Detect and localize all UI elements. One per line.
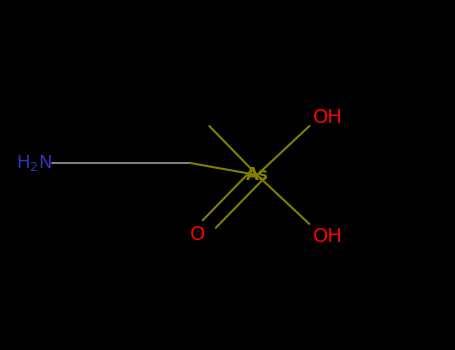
Text: H$_2$N: H$_2$N: [16, 153, 52, 173]
Text: OH: OH: [313, 108, 343, 127]
Text: OH: OH: [313, 227, 343, 246]
Text: As: As: [246, 166, 268, 184]
Text: O: O: [190, 225, 206, 244]
